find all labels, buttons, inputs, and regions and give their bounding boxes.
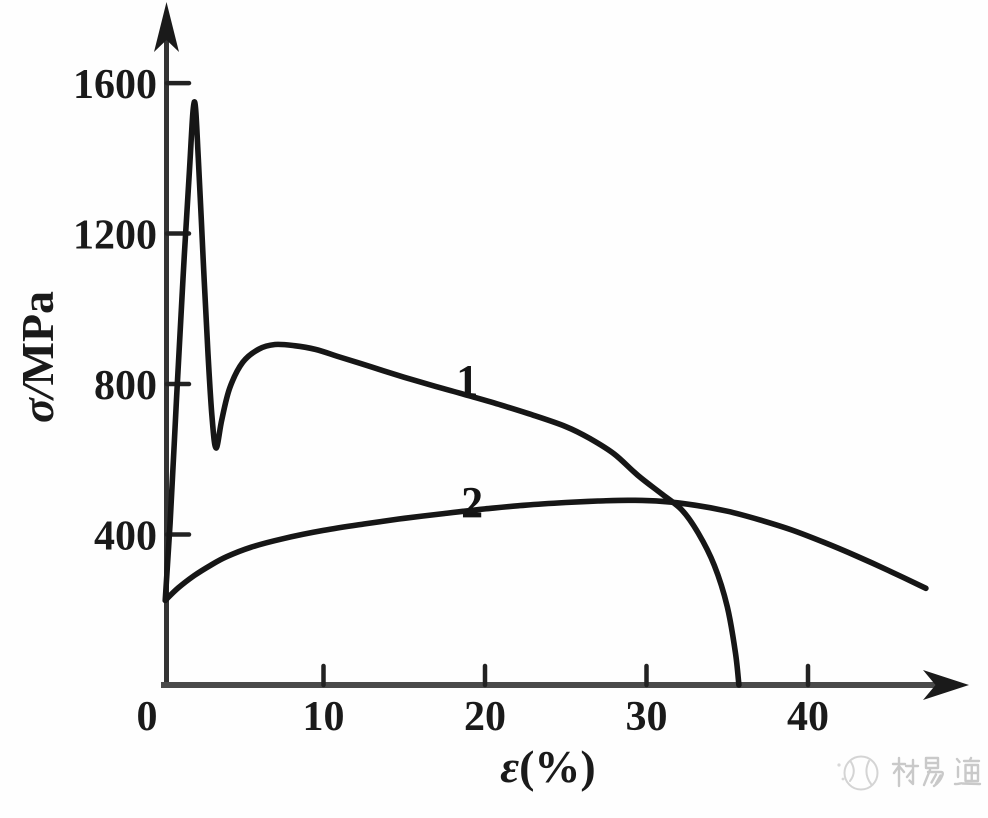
x-tick-label: 0: [137, 694, 158, 740]
y-axis-unit: MPa: [12, 290, 63, 386]
x-axis-arrow-icon: [923, 670, 969, 700]
x-tick-label: 40: [787, 694, 829, 740]
y-axis-title: σ/MPa: [11, 257, 63, 457]
curve-labels: 12: [456, 356, 483, 527]
y-axis-arrow-icon: [154, 2, 179, 52]
watermark-char-tong: [953, 756, 982, 786]
y-tick-label: 1600: [73, 62, 157, 108]
axes: [154, 2, 969, 700]
tick-marks: [164, 80, 811, 688]
x-axis-title: ε(%): [448, 740, 648, 796]
epsilon-symbol: ε: [500, 741, 520, 792]
x-tick-label: 30: [626, 694, 668, 740]
watermark-char-yi: [922, 756, 944, 788]
x-axis-unit: (%): [519, 741, 596, 792]
curve-label-2: 2: [461, 478, 483, 527]
x-tick-label: 20: [464, 694, 506, 740]
curve-label-1: 1: [456, 356, 478, 405]
curve-1: [162, 99, 742, 688]
y-tick-label: 800: [94, 363, 157, 409]
curves: [162, 99, 929, 688]
curve-2: [162, 497, 929, 604]
y-tick-label: 400: [94, 514, 157, 560]
watermark-text: [891, 756, 982, 788]
y-tick-label: 1200: [73, 213, 157, 259]
x-tick-label: 10: [303, 694, 345, 740]
sigma-symbol: σ/: [12, 385, 63, 424]
tick-labels: 0 10 20 30 40 400 800 1200 1600: [73, 62, 829, 740]
watermark-char-cai: [891, 756, 920, 788]
watermark-logo-icon: [837, 755, 879, 791]
